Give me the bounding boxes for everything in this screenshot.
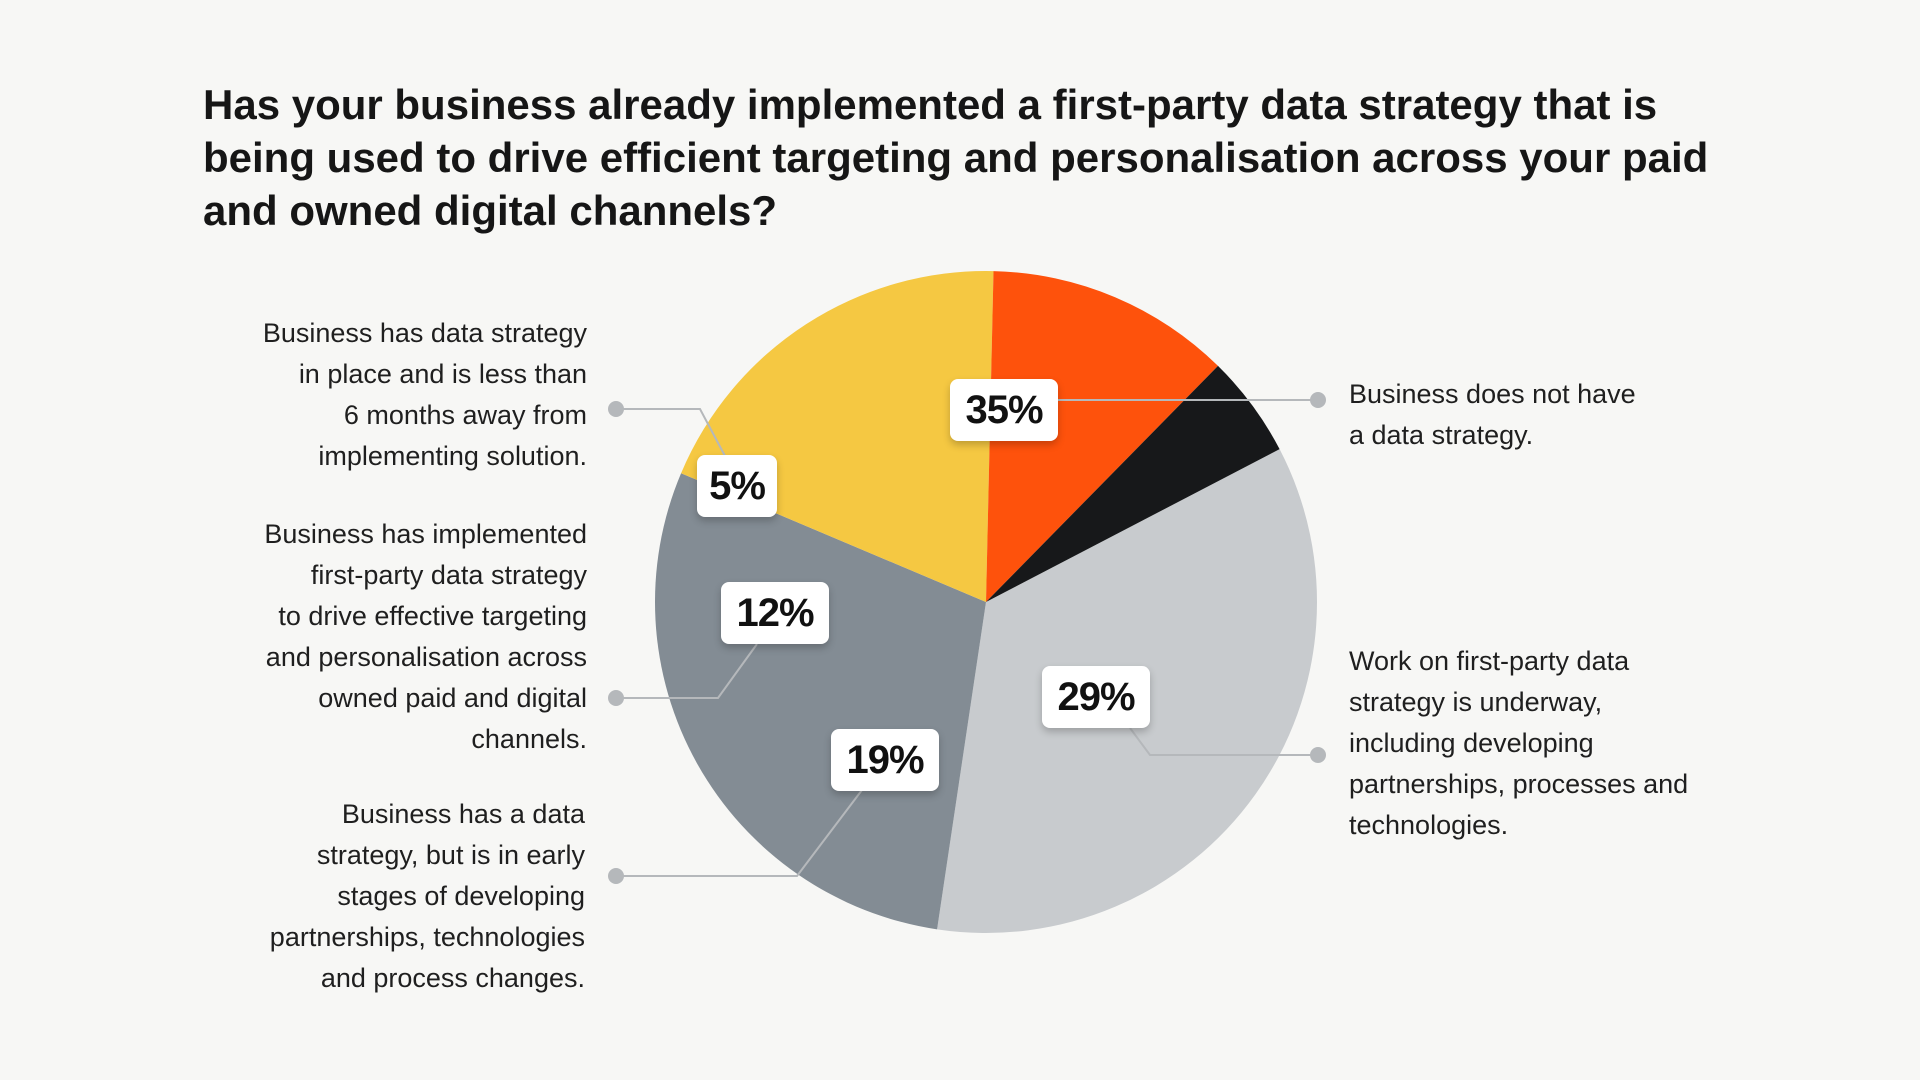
slice-label-line: Business has a data: [341, 799, 585, 829]
slice-label-line: to drive effective targeting: [278, 601, 587, 631]
pie-slice-4: [986, 365, 1280, 602]
slice-label-3: Business has implemented first-party data…: [185, 514, 587, 760]
slice-label-line: 6 months away from: [343, 400, 587, 430]
slice-label-line: Work on first-party data: [1349, 646, 1630, 676]
data-label-2: 19%: [831, 729, 939, 791]
slice-label-line: stages of developing: [337, 881, 585, 911]
slice-label-line: strategy is underway,: [1349, 687, 1603, 717]
slice-label-line: a data strategy.: [1349, 420, 1534, 450]
data-label-4: 5%: [697, 455, 777, 517]
slice-label-line: technologies.: [1349, 810, 1509, 840]
leader-line-1: [1129, 727, 1318, 756]
leader-line-3: [616, 643, 758, 699]
chart-title: Has your business already implemented a …: [203, 81, 1709, 234]
slice-label-line: owned paid and digital: [318, 683, 587, 713]
leader-line-2: [616, 789, 863, 877]
leader-dot-0: [1310, 392, 1326, 408]
slice-label-1: Work on first-party data strategy is unde…: [1349, 641, 1749, 846]
slice-label-line: Business does not have: [1349, 379, 1636, 409]
slice-label-line: in place and is less than: [298, 359, 587, 389]
leader-dot-3: [608, 690, 624, 706]
data-label-0: 35%: [950, 379, 1058, 441]
slice-label-line: partnerships, technologies: [269, 922, 585, 952]
slice-label-line: strategy, but is in early: [316, 840, 585, 870]
slice-label-line: Business has implemented: [264, 519, 587, 549]
pie-slice-3: [986, 271, 1219, 602]
slice-label-line: implementing solution.: [318, 441, 587, 471]
slice-label-2: Business has a data strategy, but is in e…: [185, 794, 585, 999]
slice-label-line: including developing: [1349, 728, 1594, 758]
leader-line-4: [616, 408, 726, 457]
slice-label-line: and process changes.: [320, 963, 585, 993]
leader-dot-4: [608, 401, 624, 417]
slice-label-line: and personalisation across: [265, 642, 587, 672]
data-label-1: 29%: [1042, 666, 1150, 728]
data-label-3: 12%: [721, 582, 829, 644]
slice-label-line: channels.: [471, 724, 587, 754]
leader-dot-1: [1310, 747, 1326, 763]
slice-label-line: Business has data strategy: [262, 318, 587, 348]
leader-dot-2: [608, 868, 624, 884]
slice-label-4: Business has data strategy in place and i…: [185, 313, 587, 477]
pie-slice-2: [681, 271, 994, 602]
slice-label-line: partnerships, processes and: [1349, 769, 1689, 799]
slice-label-0: Business does not have a data strategy.: [1349, 374, 1749, 456]
slice-label-line: first-party data strategy: [310, 560, 587, 590]
